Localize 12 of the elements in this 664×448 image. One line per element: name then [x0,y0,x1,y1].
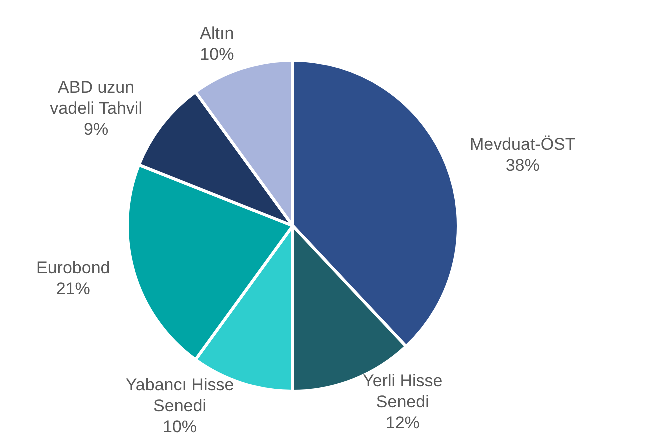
data-label: 38% [506,156,540,176]
slice-label: Eurobond [36,258,110,278]
slice-label: Yerli Hisse Senedi [363,372,443,412]
data-label: 9% [84,120,109,140]
slice-label: Yabancı Hisse Senedi [126,376,234,416]
data-label: 12% [386,414,420,433]
data-label: 21% [56,279,90,298]
slice-label: Altın [200,24,234,44]
data-label: 10% [200,45,234,64]
data-label: 10% [162,418,198,437]
slice-label: Mevduat-ÖST [470,135,576,154]
slice-label: ABD uzun vadeli Tahvil [50,78,142,118]
